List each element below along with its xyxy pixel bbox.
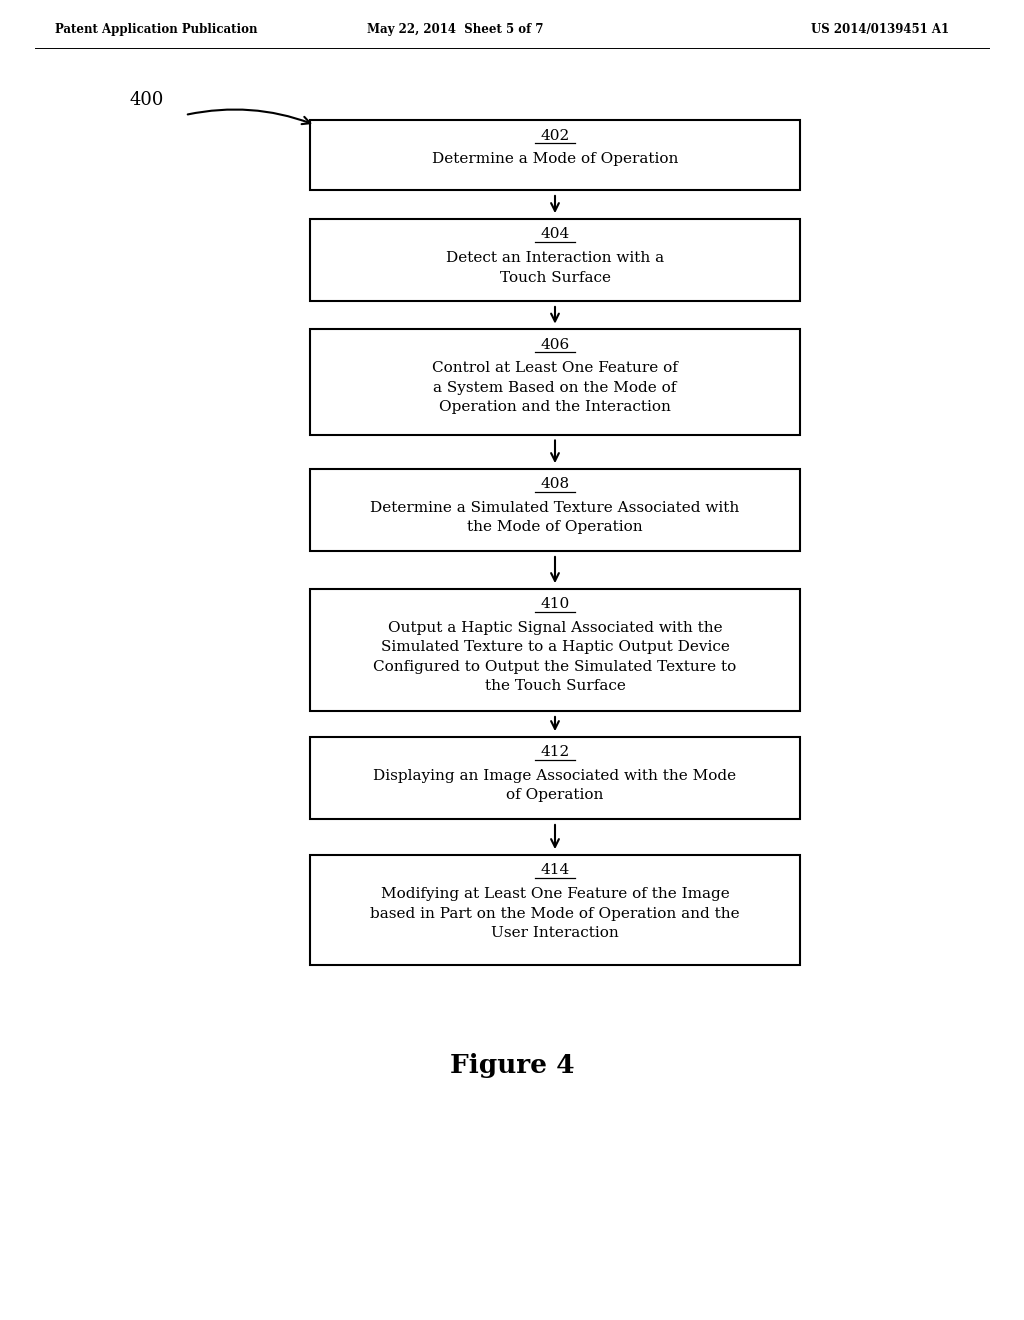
Text: 404: 404	[541, 227, 569, 242]
Text: 400: 400	[130, 91, 165, 110]
Text: User Interaction: User Interaction	[492, 927, 618, 940]
Text: Determine a Mode of Operation: Determine a Mode of Operation	[432, 152, 678, 166]
Text: US 2014/0139451 A1: US 2014/0139451 A1	[811, 24, 949, 37]
Text: Output a Haptic Signal Associated with the: Output a Haptic Signal Associated with t…	[388, 620, 722, 635]
Text: Touch Surface: Touch Surface	[500, 271, 610, 285]
FancyBboxPatch shape	[310, 589, 800, 711]
Text: 406: 406	[541, 338, 569, 352]
Text: Patent Application Publication: Patent Application Publication	[55, 24, 257, 37]
Text: 408: 408	[541, 478, 569, 491]
Text: the Touch Surface: the Touch Surface	[484, 680, 626, 693]
FancyBboxPatch shape	[310, 219, 800, 301]
Text: 414: 414	[541, 863, 569, 878]
FancyBboxPatch shape	[310, 330, 800, 434]
Text: Determine a Simulated Texture Associated with: Determine a Simulated Texture Associated…	[371, 502, 739, 515]
Text: Modifying at Least One Feature of the Image: Modifying at Least One Feature of the Im…	[381, 887, 729, 902]
Text: Displaying an Image Associated with the Mode: Displaying an Image Associated with the …	[374, 770, 736, 783]
Text: Configured to Output the Simulated Texture to: Configured to Output the Simulated Textu…	[374, 660, 736, 675]
Text: Detect an Interaction with a: Detect an Interaction with a	[445, 251, 664, 265]
Text: of Operation: of Operation	[506, 788, 604, 803]
Text: Figure 4: Figure 4	[450, 1052, 574, 1077]
Text: Simulated Texture to a Haptic Output Device: Simulated Texture to a Haptic Output Dev…	[381, 640, 729, 655]
Text: 402: 402	[541, 128, 569, 143]
Text: a System Based on the Mode of: a System Based on the Mode of	[433, 381, 677, 395]
FancyBboxPatch shape	[310, 469, 800, 550]
FancyBboxPatch shape	[310, 737, 800, 818]
Text: based in Part on the Mode of Operation and the: based in Part on the Mode of Operation a…	[371, 907, 739, 920]
Text: the Mode of Operation: the Mode of Operation	[467, 520, 643, 535]
FancyBboxPatch shape	[310, 120, 800, 190]
Text: 412: 412	[541, 746, 569, 759]
Text: Operation and the Interaction: Operation and the Interaction	[439, 400, 671, 414]
Text: Control at Least One Feature of: Control at Least One Feature of	[432, 362, 678, 375]
FancyBboxPatch shape	[310, 855, 800, 965]
Text: May 22, 2014  Sheet 5 of 7: May 22, 2014 Sheet 5 of 7	[367, 24, 544, 37]
Text: 410: 410	[541, 598, 569, 611]
